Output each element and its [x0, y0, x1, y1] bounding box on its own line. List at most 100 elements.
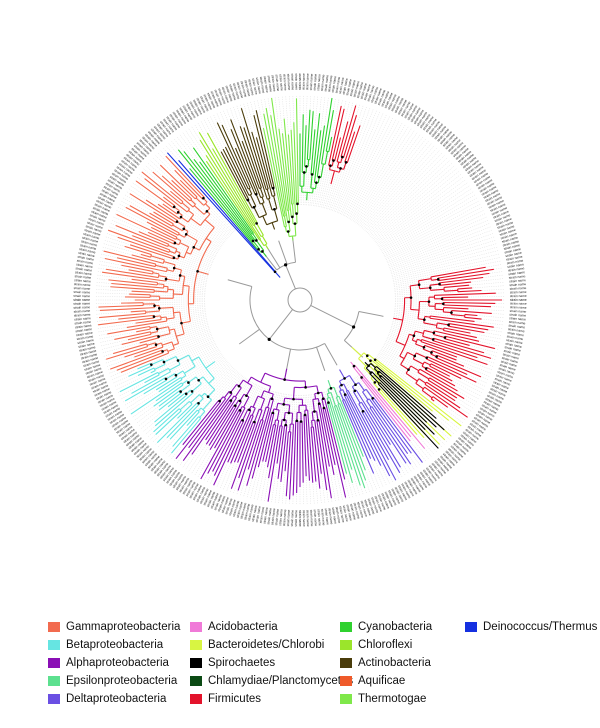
leaf-label: strain name: [89, 213, 106, 223]
branch: [205, 160, 261, 241]
branch: [362, 391, 369, 401]
branch-arc: [173, 328, 180, 344]
backbone-branch: [268, 309, 294, 340]
node-dot: [190, 390, 194, 393]
leaf-label: strain name: [206, 491, 217, 508]
branch: [189, 168, 259, 251]
branch: [259, 239, 265, 246]
leaf-label: strain name: [327, 75, 333, 92]
leaf-label: strain name: [485, 397, 502, 408]
branch: [230, 119, 262, 198]
branch-arc: [250, 405, 256, 409]
node-dot: [425, 356, 429, 360]
branch: [415, 343, 425, 348]
node-dot: [295, 419, 299, 423]
leaf-label: strain name: [489, 202, 506, 213]
leaf-label: strain name: [202, 489, 213, 506]
branch: [255, 240, 265, 251]
branch: [464, 316, 482, 320]
leaf-label: strain name: [316, 509, 321, 526]
node-dot: [407, 368, 410, 371]
branch: [101, 271, 166, 282]
branch: [324, 407, 347, 498]
leaf-label: strain name: [509, 320, 526, 326]
branch: [316, 420, 328, 491]
branch: [124, 245, 152, 256]
node-dot: [245, 394, 248, 397]
branch: [311, 411, 314, 421]
branch: [373, 397, 423, 463]
node-dot: [424, 367, 428, 370]
leaf-label: strain name: [313, 509, 318, 526]
branch: [190, 217, 201, 226]
branch: [284, 226, 287, 232]
leaf-label: strain name: [79, 247, 96, 255]
branch: [296, 420, 299, 494]
branch: [124, 377, 166, 402]
leaf-label: strain name: [298, 510, 302, 527]
node-dot: [175, 220, 179, 223]
leaf-label: strain name: [84, 363, 101, 372]
branch: [271, 97, 288, 211]
node-dot: [154, 343, 158, 346]
branch: [197, 270, 209, 275]
branch: [421, 390, 433, 399]
branch: [183, 284, 190, 287]
node-dot: [197, 378, 200, 382]
node-dot: [179, 215, 183, 219]
node-dot: [373, 381, 377, 384]
branch: [113, 343, 147, 355]
leaf-label: strain name: [349, 503, 357, 520]
branch: [265, 107, 286, 217]
node-dot: [317, 402, 321, 405]
branch: [304, 125, 307, 167]
branch: [443, 306, 469, 310]
leaf-label: strain name: [491, 206, 508, 217]
leaf-guide-line: [339, 114, 387, 214]
branch: [154, 394, 188, 423]
branch: [125, 206, 179, 236]
leaf-label: strain name: [500, 232, 517, 241]
node-dot: [255, 239, 258, 242]
node-dot: [205, 209, 209, 213]
leaf-label: strain name: [221, 86, 231, 103]
leaf-label: strain name: [373, 87, 383, 104]
leaf-label: strain name: [224, 498, 233, 515]
branch: [309, 111, 314, 160]
leaf-label: strain name: [271, 75, 277, 92]
branch: [422, 335, 434, 340]
leaf-label: strain name: [188, 482, 200, 499]
leaf-guide-line: [378, 185, 471, 248]
branch-arc: [421, 361, 425, 367]
branch: [184, 366, 196, 374]
node-dot: [303, 413, 307, 417]
branch: [249, 194, 257, 207]
leaf-label: strain name: [74, 316, 91, 321]
node-dot: [287, 411, 291, 415]
leaf-label: strain name: [286, 509, 291, 526]
branch: [346, 125, 361, 163]
branch: [108, 279, 158, 286]
branch-arc: [188, 354, 196, 367]
branch-arc: [399, 334, 410, 357]
branch: [182, 399, 220, 446]
node-dot: [271, 186, 275, 190]
branch: [176, 221, 186, 228]
branch-arc: [251, 414, 254, 417]
leaf-label: strain name: [481, 403, 498, 415]
leaf-label: strain name: [255, 506, 262, 523]
branch: [311, 420, 313, 428]
branch-arc: [251, 233, 254, 235]
branch: [172, 342, 179, 346]
branch: [239, 126, 262, 189]
clade-firmicutes: [393, 266, 503, 418]
branch: [424, 329, 434, 334]
leaf-label: strain name: [74, 278, 91, 283]
branch: [321, 97, 333, 164]
branch: [169, 409, 198, 440]
node-dot: [184, 232, 188, 236]
node-dot: [316, 391, 320, 395]
branch-arc: [257, 395, 265, 400]
branch-arc: [258, 408, 263, 411]
leaf-label: strain name: [494, 377, 511, 387]
